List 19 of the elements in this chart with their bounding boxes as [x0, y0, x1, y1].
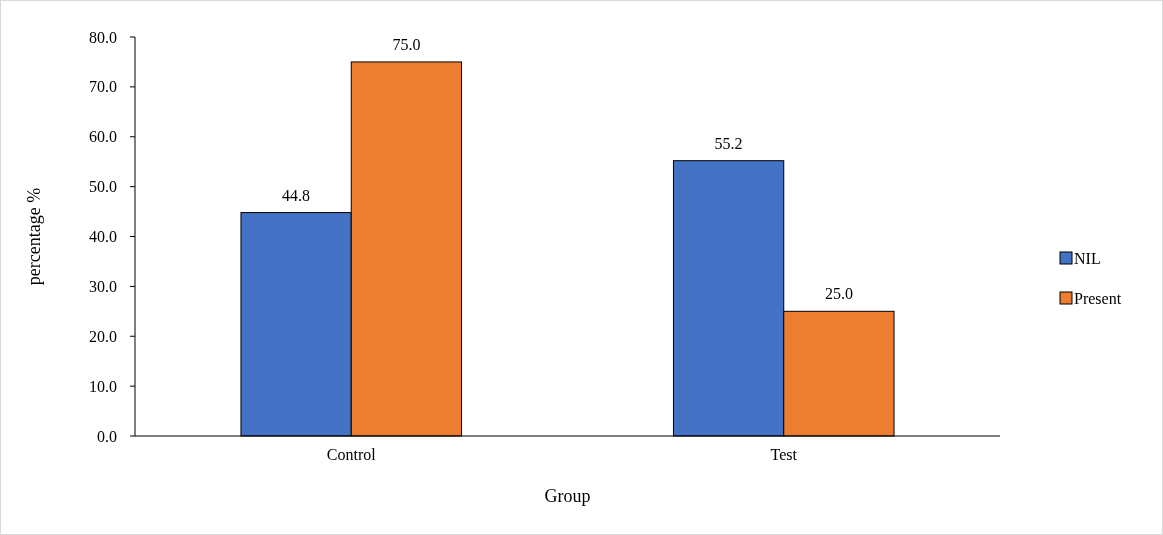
y-tick-label: 50.0: [89, 178, 117, 196]
y-tick-label: 80.0: [89, 28, 117, 46]
data-label: 44.8: [282, 186, 311, 204]
y-tick-label: 20.0: [89, 327, 117, 345]
data-label: 55.2: [714, 134, 743, 152]
y-tick-label: 70.0: [89, 78, 117, 96]
legend-label: Present: [1074, 289, 1122, 307]
x-axis-title: Group: [544, 486, 591, 506]
y-tick-label: 30.0: [89, 277, 117, 295]
y-tick-label: 10.0: [89, 377, 117, 395]
y-tick-label: 60.0: [89, 128, 117, 146]
y-tick-label: 40.0: [89, 228, 117, 246]
data-label: 25.0: [824, 285, 853, 303]
y-tick-label: 0.0: [97, 427, 117, 445]
x-tick-label: Test: [770, 446, 798, 463]
legend-label: NIL: [1074, 249, 1101, 267]
y-axis-title: percentage %: [24, 187, 44, 286]
data-label: 75.0: [392, 35, 421, 53]
x-tick-label: Control: [326, 446, 377, 463]
